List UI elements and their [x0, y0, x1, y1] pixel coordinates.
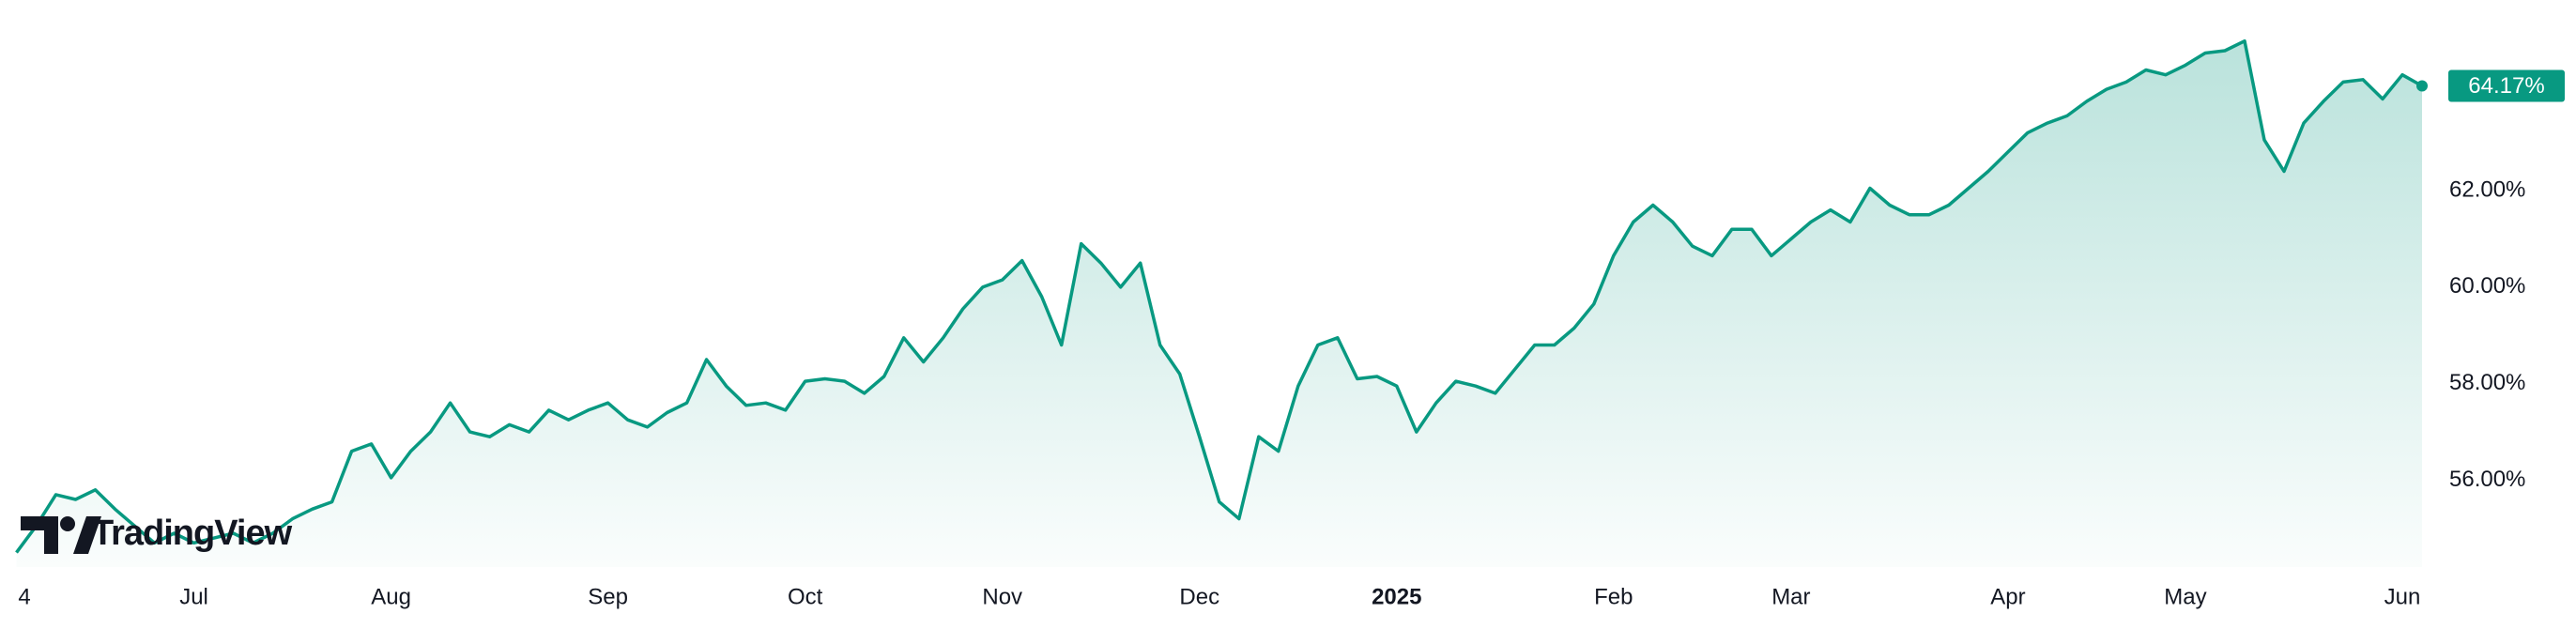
y-tick-label: 62.00% — [2449, 176, 2525, 202]
x-tick-label: 2025 — [1372, 584, 1421, 609]
x-tick-label: Jun — [2384, 584, 2421, 609]
logo-t — [21, 516, 58, 554]
price-line — [15, 38, 2423, 554]
x-tick-label: 4 — [18, 584, 30, 609]
x-tick-label: Mar — [1771, 584, 1810, 609]
logo-slash — [73, 516, 101, 554]
last-point — [2416, 80, 2428, 92]
x-tick-label: Jul — [179, 584, 208, 609]
watermark: TradingView — [21, 514, 294, 554]
x-tick-label: Dec — [1179, 584, 1219, 609]
last-value-label: 64.17% — [2468, 73, 2544, 99]
last-value-box — [2448, 69, 2565, 102]
y-tick-label: 58.00% — [2449, 370, 2525, 395]
x-tick-label: Apr — [1990, 584, 2025, 609]
x-tick-label: Sep — [588, 584, 628, 609]
x-tick-label: May — [2164, 584, 2206, 609]
watermark-text: TradingView — [92, 514, 293, 553]
x-tick-label: Aug — [371, 584, 411, 609]
x-tick-label: Feb — [1594, 584, 1633, 609]
area-fill — [16, 40, 2422, 567]
y-tick-label: 60.00% — [2449, 273, 2525, 299]
logo-dot — [60, 516, 75, 531]
y-tick-label: 56.00% — [2449, 467, 2525, 492]
x-tick-label: Nov — [982, 584, 1022, 609]
x-tick-label: Oct — [788, 584, 823, 609]
plot-area: 56.00% 58.00% 60.00% 62.00% 4 Jul Aug Sep Oct Nov… — [15, 38, 2565, 609]
